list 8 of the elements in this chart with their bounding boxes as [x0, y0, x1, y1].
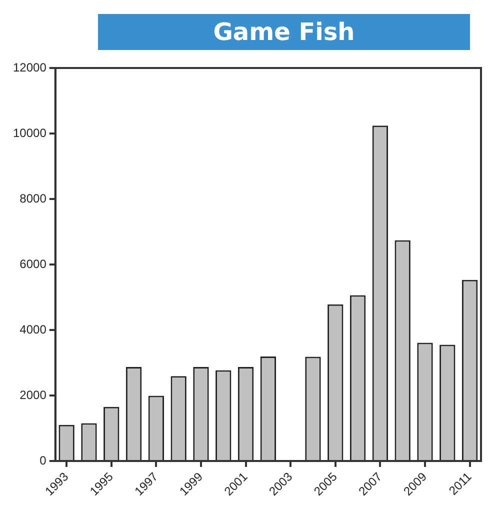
- chart-title: Game Fish: [98, 14, 470, 50]
- y-tick-label: 0: [40, 453, 47, 468]
- y-tick-label: 10000: [12, 126, 47, 140]
- y-tick-label: 8000: [20, 191, 47, 206]
- y-tick-label: 2000: [20, 388, 47, 402]
- y-tick-label: 12000: [12, 60, 47, 74]
- y-tick-label: 4000: [20, 322, 47, 336]
- y-tick-label: 6000: [20, 256, 47, 271]
